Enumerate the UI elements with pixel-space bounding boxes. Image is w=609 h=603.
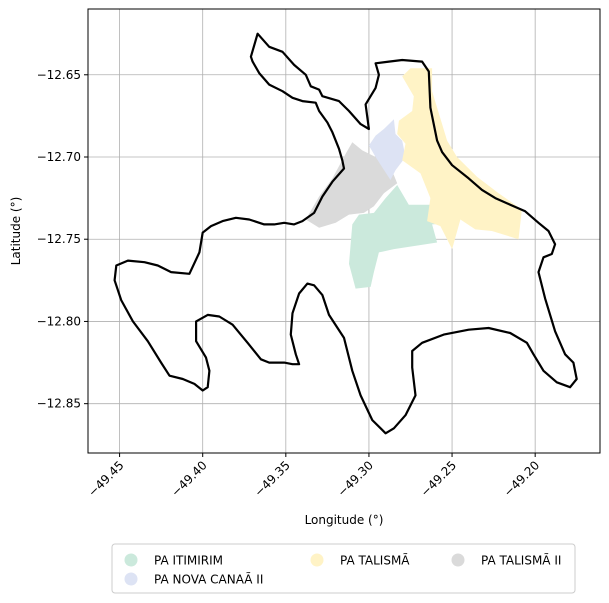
polygon-pa-talisma [397, 68, 522, 250]
x-tick-label: −49.30 [335, 458, 376, 499]
legend-marker [451, 553, 465, 567]
polygon-pa-nova-canaa-ii [368, 119, 406, 180]
boundary-outline [113, 32, 578, 435]
x-tick-label: −49.40 [169, 458, 210, 499]
y-axis-ticks: −12.65 −12.70 −12.75 −12.80 −12.85 [37, 68, 88, 411]
legend-label: PA ITIMIRIM [154, 554, 223, 568]
x-tick-label: −49.25 [418, 458, 459, 499]
y-tick-label: −12.70 [37, 150, 81, 164]
x-axis-label: Longitude (°) [305, 513, 384, 527]
y-tick-label: −12.75 [37, 232, 81, 246]
legend-marker [124, 553, 138, 567]
legend-label: PA NOVA CANAÃ II [154, 572, 263, 587]
x-tick-label: −49.20 [501, 458, 542, 499]
polygon-pa-talisma-ii [305, 142, 398, 228]
legend-label: PA TALISMÃ II [481, 553, 561, 568]
x-tick-label: −49.45 [85, 458, 126, 499]
x-tick-label: −49.35 [252, 458, 293, 499]
municipality-boundary [113, 32, 578, 435]
y-axis-label: Latitude (°) [9, 197, 23, 266]
y-tick-label: −12.80 [37, 314, 81, 328]
plot-area-frame [87, 8, 601, 454]
grid-lines [88, 9, 600, 453]
legend: PA ITIMIRIM PA NOVA CANAÃ II PA TALISMÃ PA … [111, 543, 576, 594]
y-tick-label: −12.85 [37, 397, 81, 411]
x-axis-ticks: −49.45 −49.40 −49.35 −49.30 −49.25 −49.20 [85, 453, 542, 500]
legend-marker [310, 553, 324, 567]
legend-label: PA TALISMÃ [340, 553, 410, 568]
y-tick-label: −12.65 [37, 68, 81, 82]
settlement-polygons [305, 68, 522, 289]
legend-marker [124, 572, 138, 586]
